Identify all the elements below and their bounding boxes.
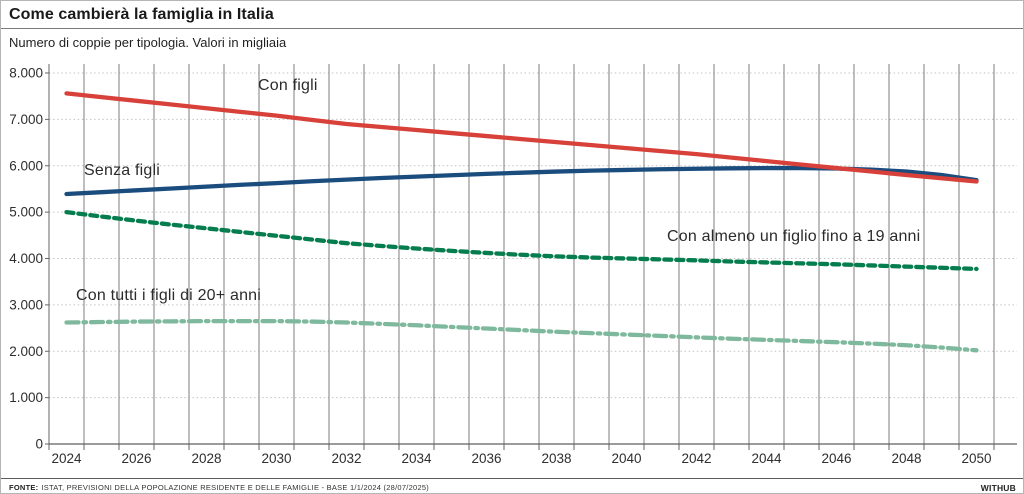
source-label: FONTE: bbox=[9, 483, 39, 492]
svg-text:3.000: 3.000 bbox=[9, 297, 43, 312]
series-label-con-figli: Con figli bbox=[258, 77, 318, 94]
svg-text:2034: 2034 bbox=[401, 451, 432, 466]
svg-text:2040: 2040 bbox=[611, 451, 641, 466]
svg-text:0: 0 bbox=[35, 437, 43, 452]
series-label-con-almeno-un-figlio: Con almeno un figlio fino a 19 anni bbox=[667, 228, 921, 245]
series-label-senza-figli: Senza figli bbox=[84, 162, 161, 179]
svg-text:8.000: 8.000 bbox=[9, 66, 43, 81]
source-note: FONTE: ISTAT, PREVISIONI DELLA POPOLAZION… bbox=[9, 483, 429, 492]
svg-text:2038: 2038 bbox=[541, 451, 571, 466]
svg-text:2042: 2042 bbox=[681, 451, 711, 466]
title-divider bbox=[1, 28, 1023, 29]
svg-text:4.000: 4.000 bbox=[9, 251, 43, 266]
svg-text:2046: 2046 bbox=[821, 451, 851, 466]
svg-text:2036: 2036 bbox=[471, 451, 501, 466]
svg-text:2024: 2024 bbox=[51, 451, 82, 466]
svg-text:6.000: 6.000 bbox=[9, 158, 43, 173]
chart-subtitle: Numero di coppie per tipologia. Valori i… bbox=[9, 35, 287, 50]
series-line bbox=[64, 209, 979, 272]
svg-text:2028: 2028 bbox=[191, 451, 221, 466]
series-line bbox=[64, 318, 979, 353]
svg-text:2044: 2044 bbox=[751, 451, 782, 466]
series-line bbox=[64, 165, 979, 197]
svg-text:2050: 2050 bbox=[961, 451, 991, 466]
source-text: ISTAT, PREVISIONI DELLA POPOLAZIONE RESI… bbox=[41, 483, 430, 492]
svg-text:2048: 2048 bbox=[891, 451, 921, 466]
svg-text:5.000: 5.000 bbox=[9, 205, 43, 220]
page-title: Come cambierà la famiglia in Italia bbox=[9, 6, 274, 23]
series-label-con-tutti-i-figli: Con tutti i figli di 20+ anni bbox=[76, 287, 262, 304]
withub-logo: WITHUB bbox=[980, 483, 1016, 493]
svg-text:7.000: 7.000 bbox=[9, 112, 43, 127]
series-line bbox=[64, 91, 979, 184]
svg-text:2030: 2030 bbox=[261, 451, 291, 466]
footer-divider bbox=[1, 478, 1023, 479]
svg-text:2032: 2032 bbox=[331, 451, 361, 466]
svg-text:2026: 2026 bbox=[121, 451, 151, 466]
svg-text:1.000: 1.000 bbox=[9, 390, 43, 405]
svg-text:2.000: 2.000 bbox=[9, 344, 43, 359]
